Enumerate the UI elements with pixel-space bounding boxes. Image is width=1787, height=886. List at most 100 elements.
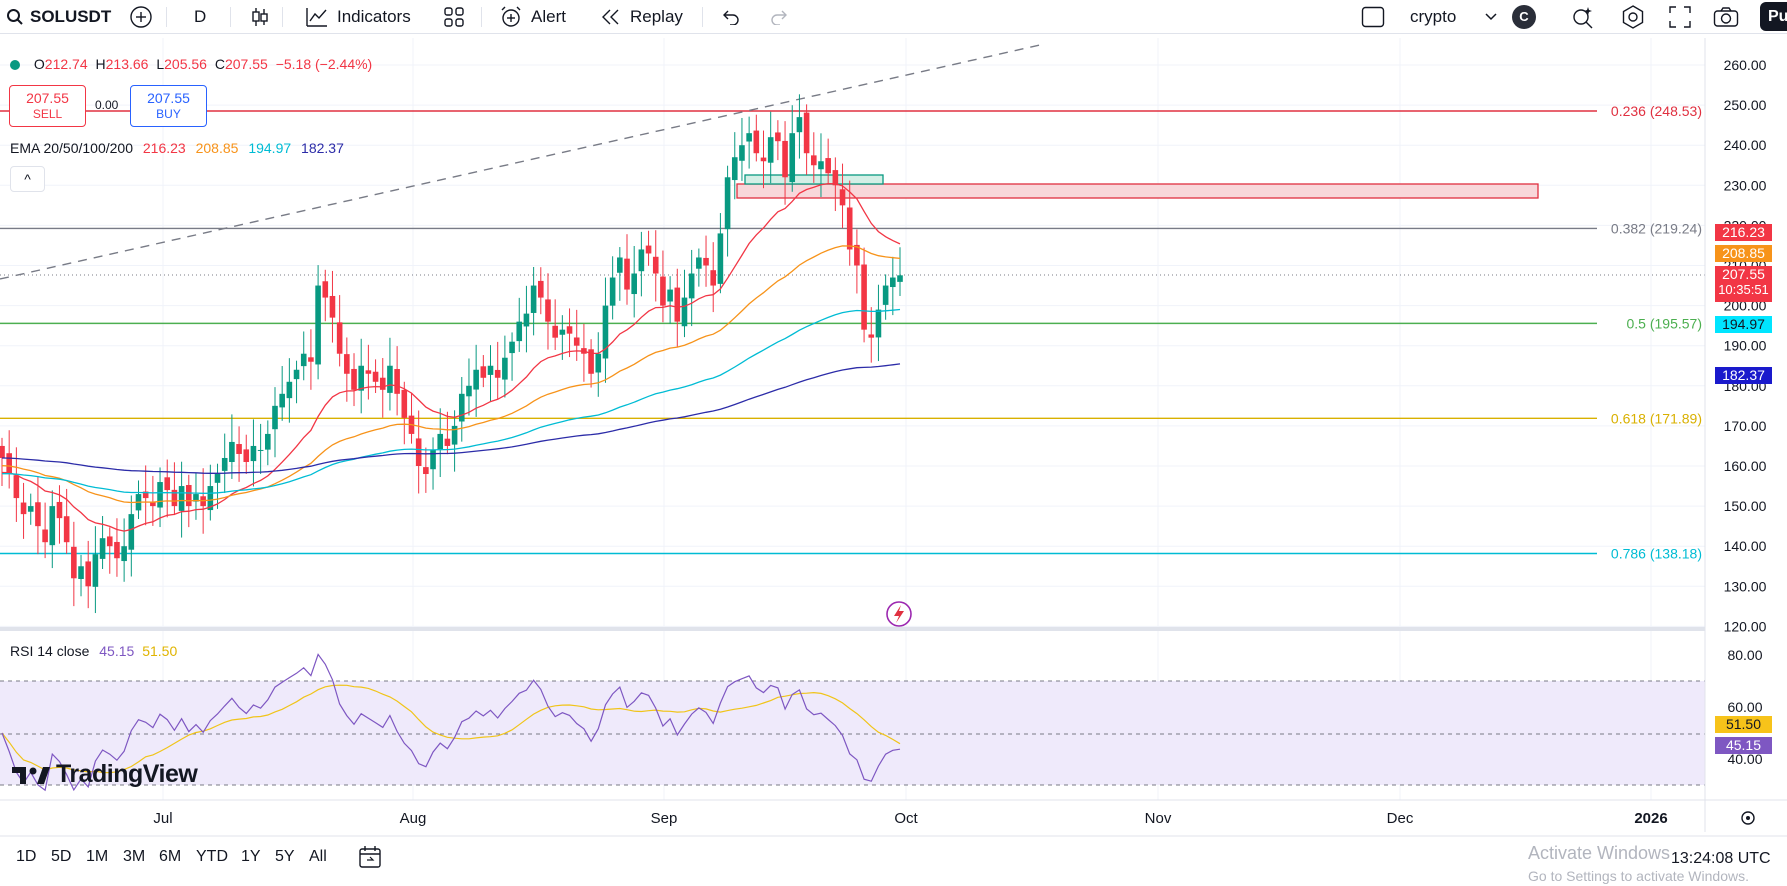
chevron-up-icon: ^ xyxy=(24,171,31,187)
range-button-5d[interactable]: 5D xyxy=(51,848,72,865)
compare-symbol-button[interactable] xyxy=(129,0,153,33)
candle-body xyxy=(868,334,875,338)
candle-body xyxy=(78,566,84,579)
candle-body xyxy=(681,297,688,327)
tradingview-logo: TradingView xyxy=(12,760,198,789)
candle-body xyxy=(207,486,214,511)
ema-legend[interactable]: EMA 20/50/100/200 216.23 208.85 194.97 1… xyxy=(10,140,344,156)
goto-date-button[interactable] xyxy=(357,845,383,874)
candle-body xyxy=(760,157,767,162)
rsi-ma-line xyxy=(1,684,901,774)
trend-line[interactable] xyxy=(0,44,1041,280)
open-label: O xyxy=(33,56,45,72)
buy-label: BUY xyxy=(156,107,181,121)
candle-body xyxy=(322,281,329,298)
ohlc-legend: O212.74 H213.66 L205.56 C207.55 −5.18 (−… xyxy=(10,56,372,72)
fullscreen-icon xyxy=(1669,5,1691,28)
lightning-icon[interactable] xyxy=(886,601,912,627)
sell-button[interactable]: 207.55 SELL xyxy=(9,85,86,127)
candle-body xyxy=(365,370,372,374)
last-price-value: 207.55 xyxy=(1722,266,1765,282)
range-button-ytd[interactable]: YTD xyxy=(196,848,228,865)
snapshot-button[interactable] xyxy=(1713,0,1739,33)
publish-button[interactable]: Pu xyxy=(1760,2,1787,31)
candles-icon xyxy=(252,7,268,26)
range-button-6m[interactable]: 6M xyxy=(159,848,182,865)
templates-button[interactable] xyxy=(443,0,465,33)
indicators-button[interactable]: Indicators xyxy=(305,0,411,33)
candle-body xyxy=(588,349,594,374)
range-button-5y[interactable]: 5Y xyxy=(275,848,295,865)
redo-button[interactable] xyxy=(770,0,790,33)
settings-button[interactable] xyxy=(1621,0,1645,33)
undo-icon xyxy=(723,10,739,25)
rsi-value: 45.15 xyxy=(99,643,135,659)
candle-body xyxy=(372,371,379,382)
candle-body xyxy=(767,137,774,163)
candle-body xyxy=(717,233,724,284)
fib-level-label: 0.5 (195.57) xyxy=(1627,315,1703,331)
price-axis-label: 260.00 xyxy=(1724,57,1767,73)
range-button-1m[interactable]: 1M xyxy=(86,848,109,865)
time-axis-settings-icon[interactable] xyxy=(1741,811,1755,825)
range-button-1y[interactable]: 1Y xyxy=(241,848,261,865)
candle-body xyxy=(214,474,221,483)
range-button-3m[interactable]: 3M xyxy=(123,848,146,865)
rsi-axis-label: 40.00 xyxy=(1727,751,1762,767)
candle-body xyxy=(6,453,12,475)
candle-body xyxy=(523,313,530,327)
layout-dropdown-button[interactable] xyxy=(1485,0,1497,33)
alert-button[interactable]: Alert xyxy=(499,0,566,33)
candle-body xyxy=(609,277,616,306)
chart-type-button[interactable] xyxy=(250,0,270,33)
candle-body xyxy=(810,155,817,166)
candle-body xyxy=(415,438,422,466)
candle-body xyxy=(387,365,393,393)
candle-body xyxy=(423,467,429,475)
layout-checkbox[interactable] xyxy=(1361,0,1385,33)
range-button-1d[interactable]: 1D xyxy=(16,848,37,865)
supply-zone-box[interactable] xyxy=(736,183,1539,199)
buy-button[interactable]: 207.55 BUY xyxy=(130,85,207,127)
rsi-axis-label: 60.00 xyxy=(1727,699,1762,715)
candle-body xyxy=(487,365,494,375)
fib-level-label: 0.236 (248.53) xyxy=(1611,103,1702,119)
undo-button[interactable] xyxy=(720,0,740,33)
candle-body xyxy=(150,502,156,507)
layout-name: crypto xyxy=(1410,6,1457,26)
alert-label: Alert xyxy=(531,6,566,26)
range-button-all[interactable]: All xyxy=(309,848,327,865)
price-axis-label: 170.00 xyxy=(1724,418,1767,434)
candle-body xyxy=(0,445,5,458)
symbol-search-button[interactable]: SOLUSDT xyxy=(6,0,111,33)
layout-name-button[interactable]: crypto xyxy=(1410,0,1456,33)
candle-body xyxy=(430,449,436,470)
candle-body xyxy=(85,561,92,587)
quick-search-button[interactable] xyxy=(1571,0,1595,33)
candle-body xyxy=(882,285,889,305)
fib-level-label: 0.786 (138.18) xyxy=(1611,545,1702,561)
replay-button[interactable]: Replay xyxy=(600,0,683,33)
avatar[interactable]: C xyxy=(1512,0,1536,33)
fullscreen-button[interactable] xyxy=(1669,0,1691,33)
time-axis-label: Nov xyxy=(1145,810,1172,827)
ema20-price-tag: 216.23 xyxy=(1715,224,1772,241)
candle-body xyxy=(221,457,228,471)
ema20-value: 216.23 xyxy=(142,140,186,156)
utc-clock[interactable]: 13:24:08 UTC xyxy=(1671,850,1771,868)
candle-body xyxy=(559,329,566,335)
rsi-ma-price-tag: 51.50 xyxy=(1715,716,1772,733)
candle-body xyxy=(846,207,853,250)
price-axis-label: 160.00 xyxy=(1724,458,1767,474)
collapse-legend-button[interactable]: ^ xyxy=(10,166,45,192)
market-status-dot xyxy=(10,60,20,71)
candle-body xyxy=(164,477,171,491)
candle-body xyxy=(229,441,235,463)
candle-body xyxy=(351,368,357,390)
interval-button[interactable]: D xyxy=(194,6,207,26)
candle-body xyxy=(336,322,343,354)
replay-label: Replay xyxy=(630,6,683,26)
rsi-legend[interactable]: RSI 14 close 45.15 51.50 xyxy=(10,643,177,659)
avatar-letter: C xyxy=(1512,4,1536,29)
